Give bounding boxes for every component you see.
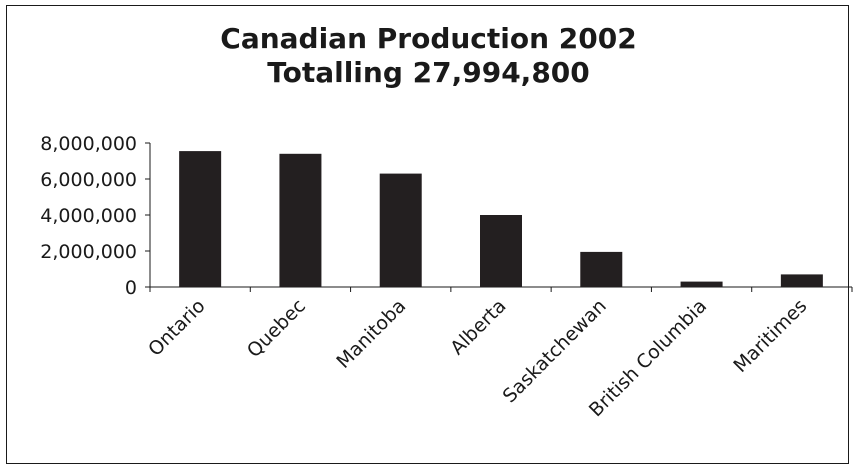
chart-frame	[6, 5, 849, 464]
bar-british-columbia	[680, 281, 723, 287]
y-tick-label: 8,000,000	[40, 133, 137, 155]
y-tick-label: 2,000,000	[40, 241, 137, 263]
y-tick-label: 0	[125, 277, 137, 299]
x-category-label: Quebec	[243, 295, 310, 362]
x-category-label: Alberta	[446, 295, 510, 359]
chart-title-line-1: Canadian Production 2002	[220, 22, 637, 55]
y-tick-label: 6,000,000	[40, 169, 137, 191]
chart-subtitle: Totalling 27,994,800	[267, 56, 590, 89]
x-category-label: Manitoba	[332, 295, 410, 373]
chart-title: Canadian Production 2002 Totalling 27,99…	[0, 22, 857, 90]
bar-manitoba	[379, 173, 422, 287]
bar-ontario	[179, 151, 222, 287]
bar-saskatchewan	[580, 251, 623, 287]
x-category-label: Saskatchewan	[499, 295, 611, 407]
bar-maritimes	[780, 274, 823, 287]
bar-alberta	[480, 215, 522, 287]
y-tick-label: 4,000,000	[40, 205, 137, 227]
x-category-label: Ontario	[144, 295, 210, 361]
bar-quebec	[279, 153, 322, 287]
x-category-label: Maritimes	[729, 295, 811, 377]
